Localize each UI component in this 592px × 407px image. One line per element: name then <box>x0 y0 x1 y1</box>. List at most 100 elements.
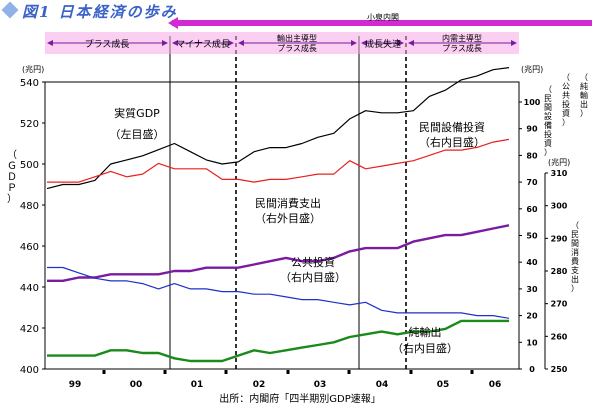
right-axis-label-capex-char: 民 <box>544 94 552 103</box>
x-tick-label: 03 <box>314 380 327 390</box>
page-title: 図1 日本経済の歩み <box>22 3 178 21</box>
x-tick-label: 99 <box>69 380 82 390</box>
phase-domestic-label-1: 内需主導型 <box>442 33 482 43</box>
annotation-capex-2: （右内目盛） <box>419 135 485 149</box>
right-inner-tick-label: 20 <box>526 312 538 321</box>
right-outer-axis-label-char: （ <box>571 221 579 230</box>
series-line-純輸出 <box>47 319 509 363</box>
right-axis-label-capex-char: （ <box>544 85 552 94</box>
phase-domestic-arrowhead-right <box>511 40 517 46</box>
right-outer-axis-label-char: 費 <box>571 256 579 266</box>
annotation-public-2: （右内目盛） <box>280 270 346 284</box>
x-year-marker <box>163 370 167 374</box>
right-outer-tick-label: 250 <box>551 365 568 374</box>
right-axis-label-netexport-char: ） <box>580 109 588 118</box>
right-axis-label-netexport-char: 輸 <box>580 90 588 100</box>
series-line-実質GDP <box>46 67 510 190</box>
right-axis-label-capex-char: 投 <box>544 129 552 139</box>
left-axis-tick-label: 500 <box>20 160 39 171</box>
left-axis-tick-label: 440 <box>20 283 39 294</box>
phase-export-arrowhead-right <box>351 40 357 46</box>
right-inner-tick-label: 100 <box>524 98 541 107</box>
right-inner-tick-label: 50 <box>526 232 538 241</box>
right-inner-tick-label: 30 <box>526 285 538 294</box>
right-inner-tick-label: 0 <box>529 365 535 374</box>
phase-plus-arrowhead-right <box>162 40 168 46</box>
right-outer-tick-label: 270 <box>551 300 568 309</box>
right-inner-tick-label: 10 <box>526 338 538 347</box>
x-tick-label: 02 <box>253 380 266 390</box>
phase-export-label-1: 輸出主導型 <box>277 33 317 43</box>
left-axis-tick-label: 480 <box>20 201 39 212</box>
koizumi-arrowhead <box>168 17 178 29</box>
right-outer-axis-label-char: 間 <box>571 239 579 248</box>
phase-minus-label: マイナス成長 <box>176 38 230 50</box>
right-axis-label-capex-char: 資 <box>544 138 552 148</box>
title-bar: 図1 日本経済の歩み <box>0 0 592 22</box>
unit-left: (兆円) <box>22 64 44 74</box>
x-tick-label: 04 <box>376 380 389 390</box>
x-year-marker <box>286 370 290 374</box>
x-tick-label: 01 <box>191 380 204 390</box>
annotation-consumption-1: 民間消費支出 <box>255 196 321 210</box>
right-outer-axis-label-char: 消 <box>571 247 579 257</box>
right-inner-tick-label: 80 <box>526 151 538 160</box>
right-outer-tick-label: 260 <box>551 332 568 341</box>
left-axis-tick-label: 540 <box>20 78 39 89</box>
phase-slowdown-arrowhead-left <box>361 40 367 46</box>
phase-plus-arrowhead-left <box>47 40 53 46</box>
left-axis-label-char: Ｄ <box>7 172 17 183</box>
annotation-public-1: 公共投資 <box>291 255 335 269</box>
x-tick-label: 05 <box>437 380 450 390</box>
annotation-gdp-2: （左目盛） <box>110 127 165 141</box>
right-outer-axis-label-char: 支 <box>571 265 579 275</box>
right-outer-axis-label-char: ） <box>571 284 579 293</box>
right-inner-tick-label: 60 <box>526 205 538 214</box>
left-axis-label-char: Ｇ <box>7 161 17 172</box>
phase-slowdown-label: 成長失速 <box>365 38 401 50</box>
right-axis-label-netexport-char: 純 <box>580 81 588 91</box>
left-axis-tick-label: 460 <box>20 242 39 253</box>
source-note: 出所：内閣府「四半期別GDP速報」 <box>219 392 380 405</box>
unit-right: (兆円) <box>521 64 543 74</box>
right-axis-label-netexport-char: 出 <box>580 99 588 109</box>
annotation-capex-1: 民間設備投資 <box>419 120 485 134</box>
koizumi-label: 小泉内閣 <box>367 12 399 22</box>
annotation-netexport-1: 純輸出 <box>409 325 442 339</box>
left-axis-label-char: （ <box>7 149 17 161</box>
x-year-marker <box>224 370 228 374</box>
annotation-gdp-1: 実質GDP <box>114 106 160 120</box>
unit-right-outer: (兆円) <box>548 157 570 167</box>
right-outer-axis-label-char: 民 <box>571 230 579 239</box>
annotation-netexport-2: （右内目盛） <box>392 341 458 355</box>
phase-plus-label: プラス成長 <box>85 38 130 50</box>
right-axis-label-public-char: （ <box>562 73 570 82</box>
phase-minus-arrowhead-left <box>172 40 178 46</box>
right-axis-label-capex-char: 設 <box>544 111 552 121</box>
right-outer-tick-label: 300 <box>551 202 568 211</box>
annotation-consumption-2: （右外目盛） <box>255 211 321 225</box>
series-line-公共投資 <box>47 266 510 319</box>
left-axis-label-char: ） <box>7 193 17 205</box>
left-axis-tick-label: 520 <box>20 119 39 130</box>
right-outer-tick-label: 290 <box>551 234 568 243</box>
x-year-marker <box>102 370 106 374</box>
right-axis-label-public-char: 投 <box>562 99 570 109</box>
x-year-marker <box>347 370 351 374</box>
right-inner-tick-label: 70 <box>526 178 538 187</box>
right-axis-label-capex-char: 間 <box>544 103 552 112</box>
right-outer-tick-label: 280 <box>551 267 568 276</box>
right-inner-tick-label: 40 <box>526 258 538 267</box>
series-line-民間消費支出 <box>47 224 510 282</box>
phase-slowdown-arrowhead-right <box>398 40 404 46</box>
right-axis-label-public-char: 資 <box>562 108 570 118</box>
phase-export-label-2: プラス成長 <box>277 43 317 53</box>
right-axis-label-public-char: 公 <box>562 82 570 91</box>
x-year-marker <box>470 370 474 374</box>
phase-domestic-arrowhead-left <box>408 40 414 46</box>
right-axis-label-capex-char: ） <box>544 148 552 157</box>
x-tick-label: 00 <box>130 380 143 390</box>
right-outer-axis-label-char: 出 <box>571 274 579 284</box>
left-axis-tick-label: 400 <box>20 365 39 376</box>
right-axis-label-capex-char: 備 <box>544 120 552 130</box>
